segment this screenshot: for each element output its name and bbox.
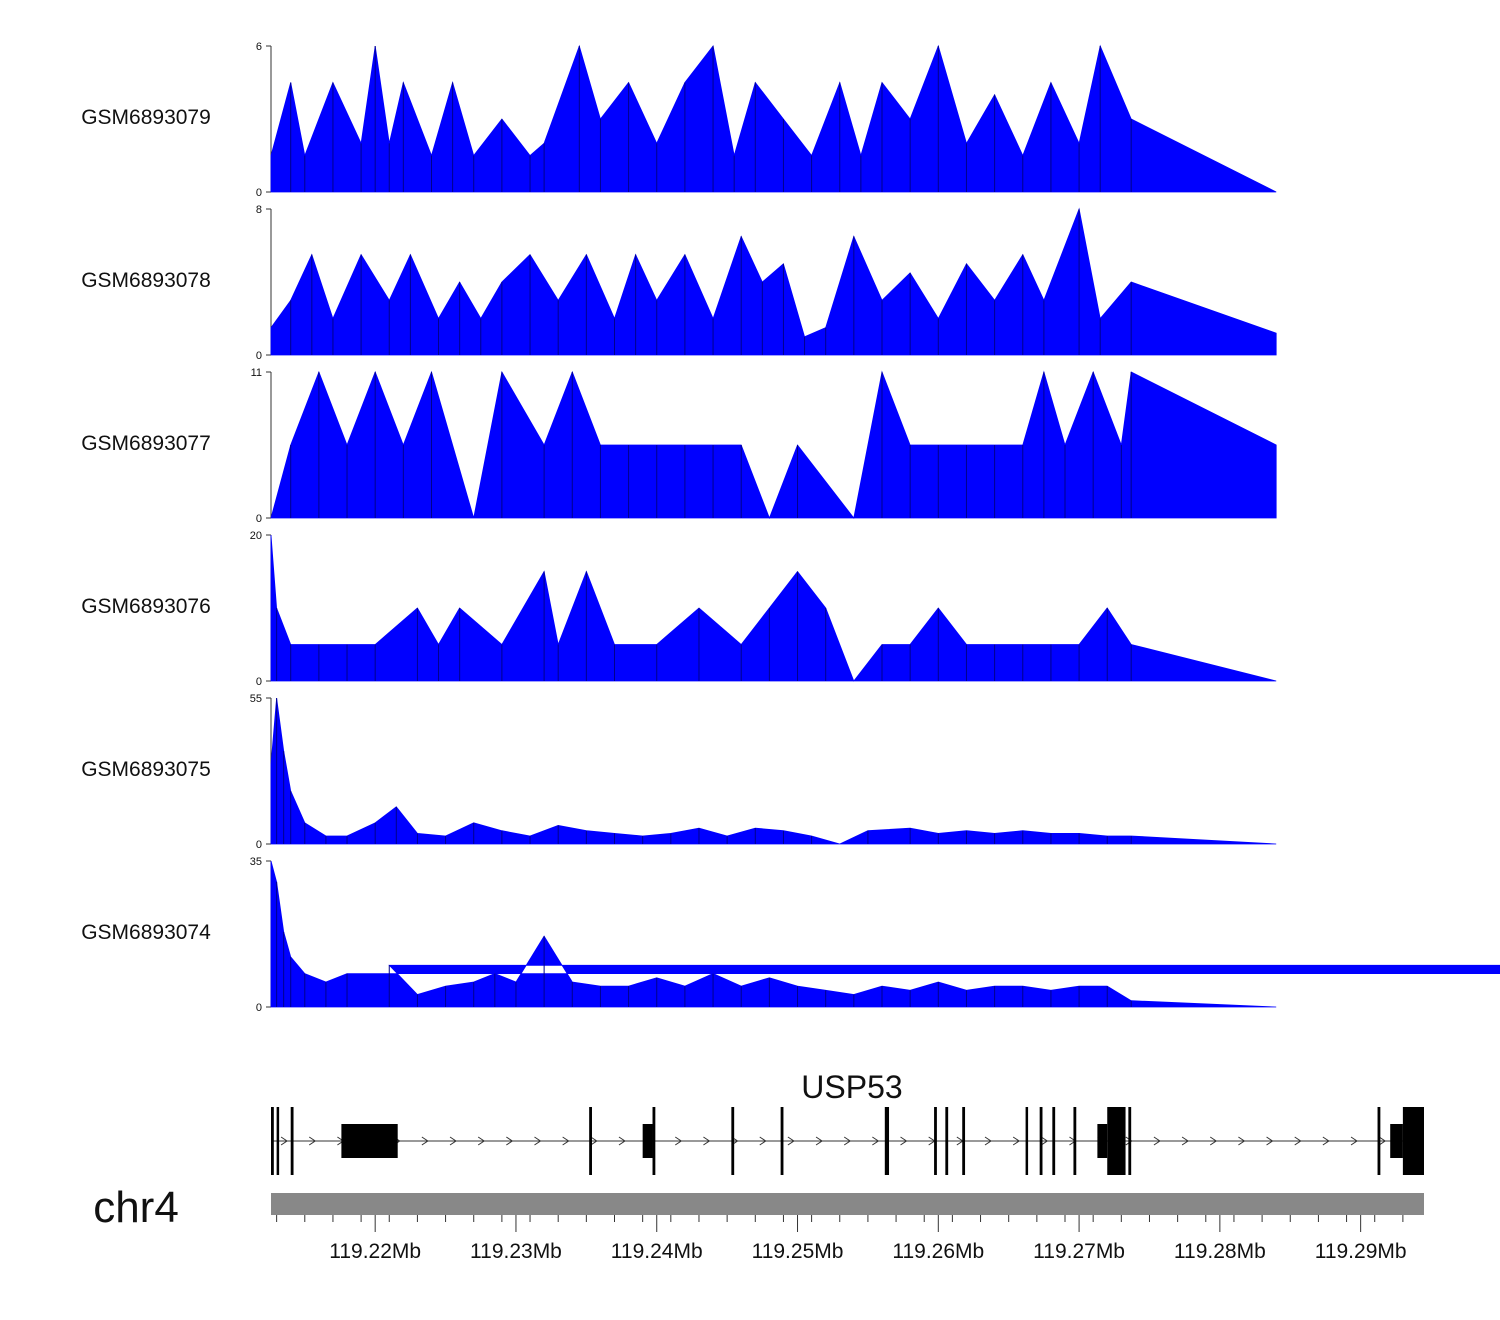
coverage-area	[270, 697, 1277, 845]
strand-arrow	[843, 1136, 852, 1146]
chromosome-label: chr4	[93, 1183, 179, 1232]
strand-arrow	[590, 1136, 598, 1146]
strand-arrow	[1238, 1136, 1246, 1146]
coverage-area	[270, 207, 1277, 356]
track-label: GSM6893076	[81, 595, 211, 618]
chromosome-ideogram	[271, 1193, 1424, 1215]
strand-arrow	[1041, 1136, 1049, 1146]
strand-arrow	[1350, 1136, 1358, 1146]
gene-name-label: USP53	[801, 1069, 902, 1105]
x-tick-label: 119.27Mb	[1033, 1240, 1125, 1263]
exon-bar	[945, 1107, 949, 1175]
y-tick-label: 6	[256, 41, 262, 53]
exon-bar	[934, 1107, 937, 1175]
exon-bar	[276, 1107, 280, 1175]
exon-bar	[1128, 1107, 1132, 1175]
x-tick-label: 119.26Mb	[892, 1240, 984, 1263]
strand-arrow	[787, 1136, 795, 1146]
strand-arrow	[872, 1136, 880, 1146]
strand-arrow	[759, 1136, 767, 1146]
track-GSM6893075: GSM6893075 55 0	[81, 693, 1277, 851]
x-tick-label: 119.28Mb	[1174, 1240, 1266, 1263]
x-tick-label: 119.22Mb	[329, 1240, 421, 1263]
strand-arrow	[1266, 1136, 1274, 1146]
strand-arrow	[562, 1136, 570, 1146]
coverage-area	[270, 370, 1277, 520]
track-label: GSM6893074	[81, 921, 211, 944]
exon-bar	[962, 1107, 966, 1175]
x-tick-label: 119.29Mb	[1315, 1240, 1407, 1263]
track-GSM6893076: GSM6893076 20 0	[81, 530, 1277, 688]
exon-bar	[1377, 1107, 1381, 1175]
x-tick-label: 119.25Mb	[752, 1240, 844, 1263]
exon-bar	[1052, 1107, 1056, 1175]
exon-bar	[780, 1107, 784, 1175]
strand-arrow	[1181, 1136, 1189, 1146]
exon-block	[341, 1124, 398, 1158]
strand-arrow	[1153, 1136, 1161, 1146]
strand-arrow	[421, 1136, 429, 1146]
gene-model-track: USP53	[271, 1069, 1424, 1175]
track-label: GSM6893075	[81, 758, 211, 781]
y-tick-label: 0	[256, 187, 262, 199]
strand-arrow	[506, 1136, 514, 1146]
y-tick-label: 55	[250, 693, 262, 705]
strand-arrow	[308, 1136, 317, 1146]
exon-bar	[290, 1107, 294, 1175]
coverage-tracks: GSM689307960GSM689307880GSM6893077110GSM…	[81, 41, 1500, 1014]
y-tick-label: 0	[256, 350, 262, 362]
coverage-area	[270, 860, 1500, 1008]
exon-bar	[884, 1107, 890, 1175]
strand-arrow	[1378, 1136, 1387, 1146]
exon-block	[1390, 1124, 1403, 1158]
strand-arrow	[534, 1136, 542, 1146]
track-GSM6893079: GSM6893079 6 0	[81, 41, 1277, 199]
strand-arrow	[1209, 1136, 1218, 1146]
y-tick-label: 20	[250, 530, 262, 542]
strand-arrow	[674, 1136, 683, 1146]
exon-bar	[1107, 1107, 1126, 1175]
strand-arrow	[815, 1136, 823, 1146]
track-label: GSM6893078	[81, 269, 211, 292]
exon-block	[642, 1124, 653, 1158]
y-tick-label: 0	[256, 513, 262, 525]
track-label: GSM6893077	[81, 432, 211, 455]
strand-arrow	[618, 1136, 626, 1146]
strand-arrow	[1322, 1136, 1330, 1146]
exon-bar	[1402, 1107, 1424, 1175]
strand-arrow	[1294, 1136, 1302, 1146]
coverage-area	[270, 534, 1277, 682]
y-tick-label: 0	[256, 1002, 262, 1014]
exon-bar	[652, 1107, 656, 1175]
strand-arrow	[477, 1136, 486, 1146]
track-label: GSM6893079	[81, 106, 211, 129]
y-tick-label: 8	[256, 204, 262, 216]
exon-bar	[731, 1107, 735, 1175]
exon-bar	[1039, 1107, 1043, 1175]
track-GSM6893077: GSM6893077 11 0	[81, 367, 1277, 525]
y-tick-label: 11	[251, 367, 262, 379]
strand-arrow	[900, 1136, 908, 1146]
y-tick-label: 0	[256, 839, 262, 851]
exon-bar	[589, 1107, 592, 1175]
exon-bar	[1073, 1107, 1077, 1175]
strand-arrow	[449, 1136, 457, 1146]
strand-arrow	[1125, 1136, 1133, 1146]
coverage-area	[270, 44, 1277, 193]
genome-axis: chr4 119.22Mb 119.23Mb 119.24Mb 119.25Mb 119…	[93, 1183, 1424, 1263]
y-tick-label: 35	[250, 856, 262, 868]
y-tick-label: 0	[256, 676, 262, 688]
track-GSM6893078: GSM6893078 8 0	[81, 204, 1277, 362]
strand-arrow	[280, 1136, 288, 1146]
x-tick-label: 119.23Mb	[470, 1240, 562, 1263]
exon-bar	[1025, 1107, 1029, 1175]
track-GSM6893074: GSM6893074 35 0	[81, 856, 1500, 1014]
x-tick-label: 119.24Mb	[611, 1240, 703, 1263]
strand-arrow	[1012, 1136, 1021, 1146]
strand-arrow	[984, 1136, 992, 1146]
exon-block	[1097, 1124, 1108, 1158]
exon-bar	[271, 1107, 274, 1175]
strand-arrow	[703, 1136, 711, 1146]
